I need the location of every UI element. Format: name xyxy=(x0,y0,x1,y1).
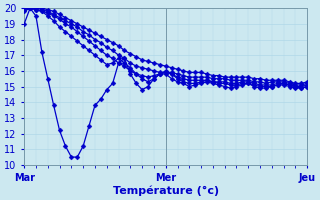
X-axis label: Température (°c): Température (°c) xyxy=(113,185,219,196)
